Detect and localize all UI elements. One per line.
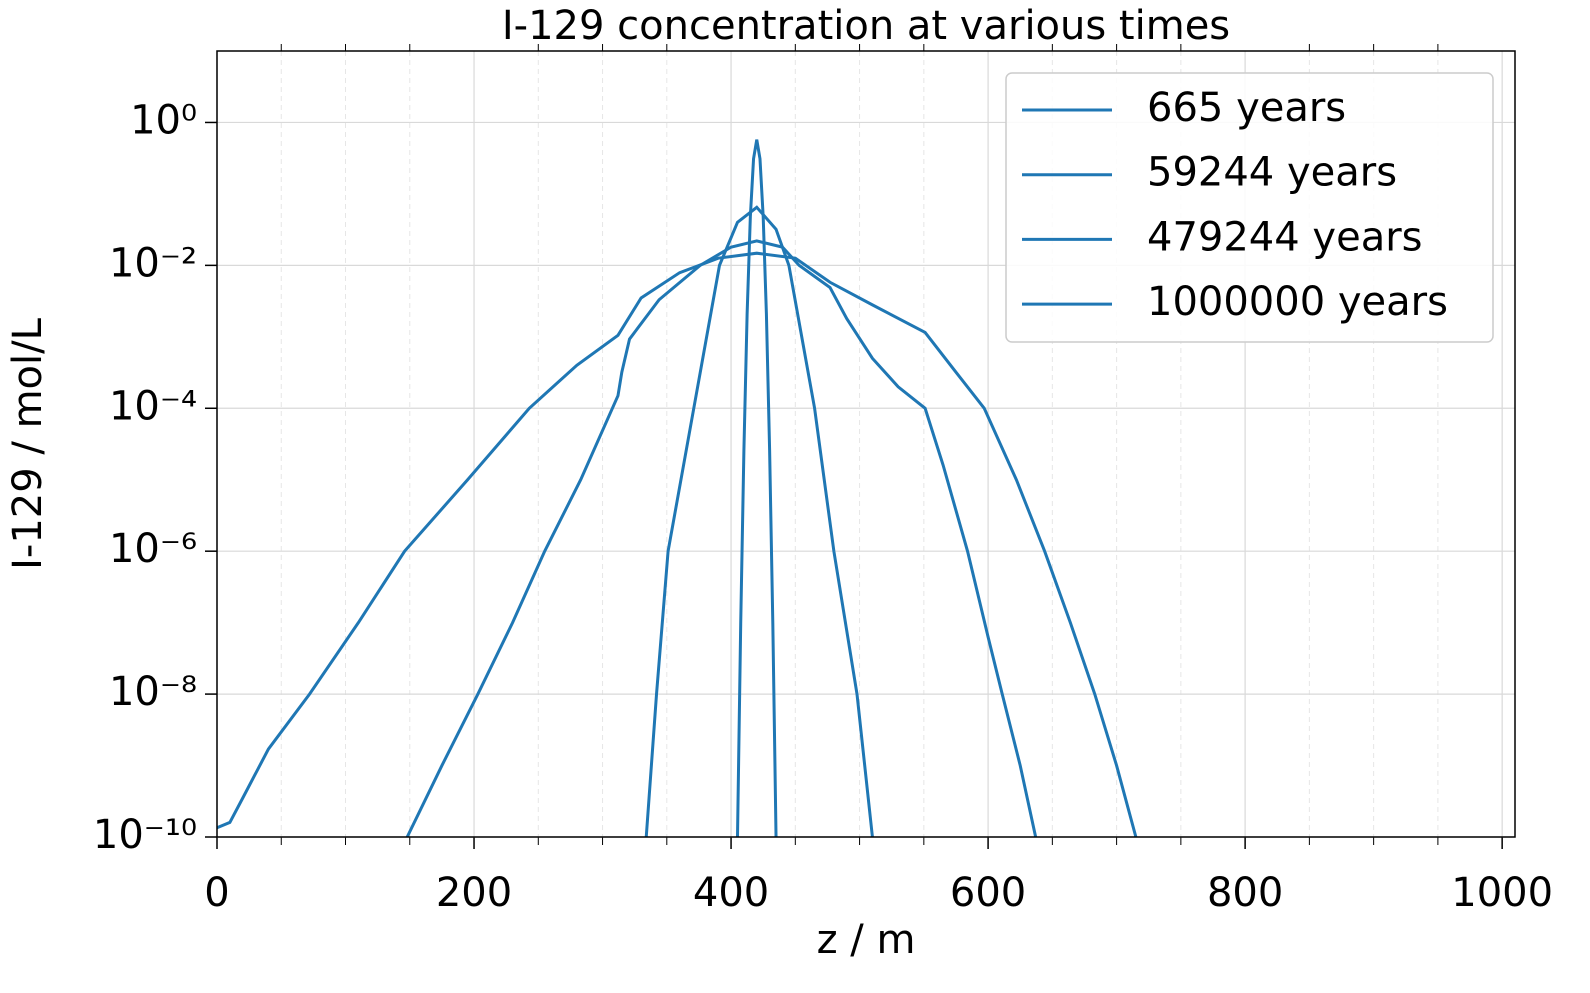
legend-label: 479244 years xyxy=(1147,214,1423,260)
x-tick-label: 1000 xyxy=(1451,870,1553,916)
legend-label: 59244 years xyxy=(1147,150,1397,196)
legend-label: 665 years xyxy=(1147,85,1346,131)
legend-box xyxy=(1005,72,1494,343)
y-tick-label: 10⁻⁴ xyxy=(109,383,197,429)
x-tick-label: 200 xyxy=(436,870,512,916)
legend-label: 1000000 years xyxy=(1147,279,1448,325)
y-tick-label: 10⁻² xyxy=(109,240,197,286)
line xyxy=(735,139,778,837)
y-tick-label: 10⁻⁸ xyxy=(109,669,197,715)
line xyxy=(217,251,1138,837)
x-tick-label: 600 xyxy=(950,870,1026,916)
plot-frame xyxy=(216,50,1516,838)
line xyxy=(405,239,1038,837)
x-axis-label: z / m xyxy=(817,917,916,963)
line xyxy=(644,205,874,837)
plot-lines xyxy=(217,139,1138,837)
y-tick-label: 10⁻¹⁰ xyxy=(93,812,197,858)
x-tick-label: 800 xyxy=(1207,870,1283,916)
x-tick-label: 400 xyxy=(693,870,769,916)
y-axis-label: I-129 / mol/L xyxy=(5,317,51,570)
y-tick-label: 10⁻⁶ xyxy=(109,526,197,572)
y-tick-label: 10⁰ xyxy=(130,97,197,143)
x-tick-label: 0 xyxy=(204,870,229,916)
chart-title: I-129 concentration at various times xyxy=(502,3,1230,49)
